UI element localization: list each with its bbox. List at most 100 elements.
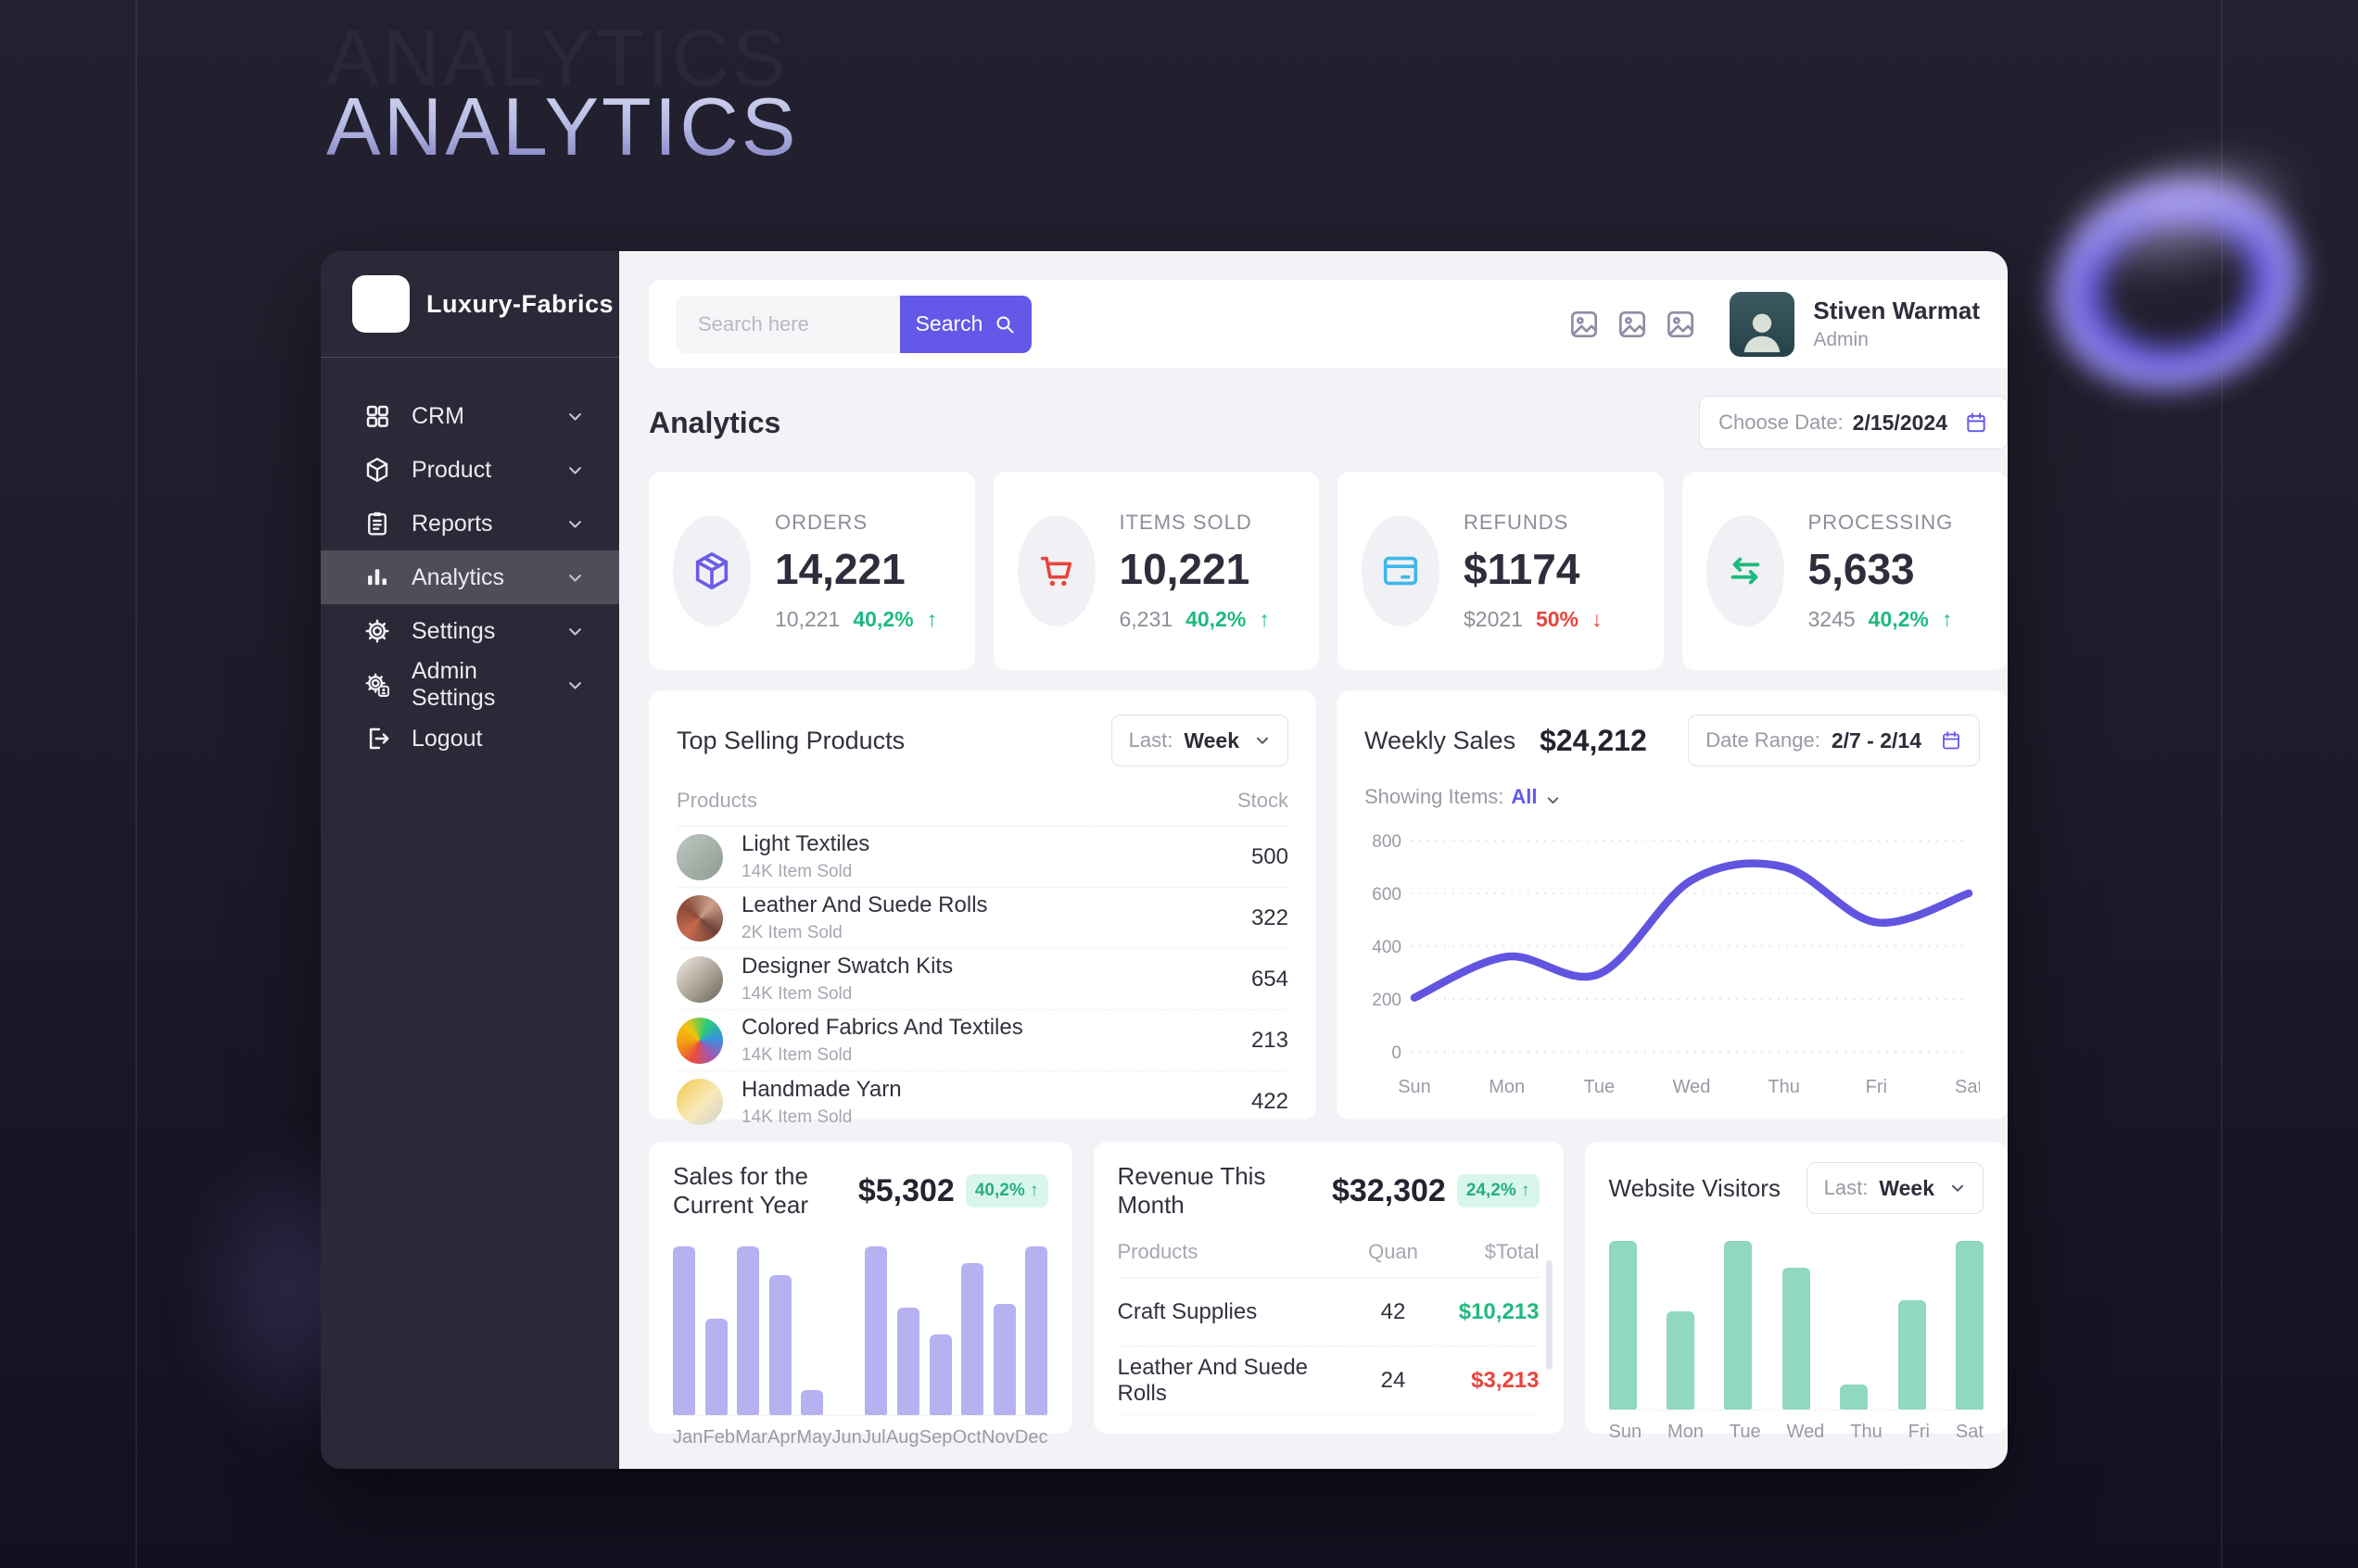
user-chip[interactable]: Stiven Warmat Admin (1730, 291, 1980, 357)
topbar-right: Stiven Warmat Admin (1553, 291, 1980, 357)
product-sold: 14K Item Sold (742, 862, 853, 881)
stat-label: PROCESSING (1807, 510, 1954, 534)
period-value: Week (1184, 727, 1239, 752)
y-tick-label: 600 (1372, 885, 1401, 904)
x-tick-label: Thu (1768, 1077, 1799, 1097)
top-selling-title: Top Selling Products (677, 726, 906, 754)
x-tick-label: Tue (1583, 1077, 1615, 1097)
chevron-down-icon (566, 462, 584, 479)
x-tick-label: Sun (1398, 1077, 1431, 1097)
product-row[interactable]: Designer Swatch Kits 14K Item Sold 654 (677, 949, 1288, 1010)
search-input[interactable] (676, 295, 900, 353)
chevron-down-icon (1254, 732, 1271, 749)
revenue-table-header: Products Quan $Total (1117, 1240, 1540, 1278)
image-placeholder-icon-3[interactable] (1663, 307, 1698, 342)
sidebar-item-product[interactable]: Product (321, 443, 619, 497)
sidebar-item-label: Product (412, 456, 492, 483)
choose-date-picker[interactable]: Choose Date: 2/15/2024 (1699, 396, 2008, 449)
stat-sub: 3245 40,2% ↑ (1808, 607, 1954, 632)
bar-jan (673, 1246, 695, 1415)
sales-year-x-labels: Jan Feb Mar Apr May Jun Jul Aug Sep Oct Nov Dec (673, 1427, 1048, 1448)
product-row[interactable]: Colored Fabrics And Textiles 14K Item Sol… (677, 1010, 1288, 1071)
stat-label: ITEMS SOLD (1119, 510, 1252, 534)
product-thumbnail (677, 1079, 723, 1125)
revenue-quan: 42 (1380, 1298, 1406, 1324)
product-sold: 2K Item Sold (742, 923, 843, 942)
x-tick-label: Jun (831, 1427, 862, 1448)
x-tick-label: Thu (1850, 1422, 1883, 1442)
background-title-group: ANALYTICS ANALYTICS (326, 13, 796, 172)
bar-aug (897, 1308, 920, 1415)
sidebar-item-settings[interactable]: Settings (321, 604, 619, 658)
image-placeholder-icon-2[interactable] (1615, 307, 1650, 342)
stat-card-orders: ORDERS 14,221 10,221 40,2% ↑ (649, 472, 975, 670)
x-tick-label: Jan (673, 1427, 704, 1448)
main-content: Search Stiven Warmat Admin Analytics (619, 251, 2008, 1469)
cart-icon (1017, 515, 1096, 626)
brand: Luxury-Fabrics (321, 251, 619, 333)
stat-card-processing: PROCESSING 5,633 3245 40,2% ↑ (1681, 472, 2008, 670)
bar-fri (1897, 1300, 1926, 1410)
showing-value: All (1511, 785, 1538, 808)
x-tick-label: Fri (1908, 1422, 1930, 1442)
page-header: Analytics Choose Date: 2/15/2024 (649, 396, 2008, 449)
x-tick-label: Sat (1955, 1422, 1984, 1442)
stat-card-refunds: REFUNDS $1174 $2021 50% ↓ (1337, 472, 1664, 670)
x-tick-label: Tue (1729, 1422, 1761, 1442)
product-row[interactable]: Leather And Suede Rolls 2K Item Sold 322 (677, 888, 1288, 949)
sidebar-item-label: Analytics (412, 563, 505, 590)
bar-tue (1724, 1241, 1753, 1410)
stat-sub-value: 3245 (1807, 606, 1856, 631)
showing-items-selector[interactable]: Showing Items: All (1364, 785, 1980, 809)
backdrop-guide-line-right (2221, 0, 2223, 1568)
bar-dec (1025, 1246, 1048, 1415)
chevron-down-icon (566, 408, 584, 425)
top-selling-period-dropdown[interactable]: Last: Week (1110, 714, 1288, 766)
revenue-product: Craft Supplies (1117, 1298, 1258, 1324)
sidebar-item-admin-settings[interactable]: Admin Settings (321, 658, 619, 712)
revenue-scrollbar[interactable] (1545, 1260, 1553, 1370)
x-tick-label: Mon (1667, 1422, 1704, 1442)
sidebar-item-reports[interactable]: Reports (321, 497, 619, 550)
visitors-period-dropdown[interactable]: Last: Week (1806, 1162, 1984, 1214)
search-button[interactable]: Search (900, 295, 1032, 353)
stat-sub: 10,221 40,2% ↑ (775, 607, 937, 632)
revenue-title: Revenue This Month (1117, 1162, 1266, 1219)
date-range-picker[interactable]: Date Range: 2/7 - 2/14 (1688, 714, 1980, 766)
product-row[interactable]: Light Textiles 14K Item Sold 500 (677, 827, 1288, 888)
x-tick-label: Dec (1014, 1427, 1048, 1448)
weekly-sales-line-chart: 800 600 400 200 0 Sun Mon Tue Wed Thu Fri Sat (1372, 832, 1983, 1097)
image-placeholder-icon-1[interactable] (1566, 307, 1602, 342)
bar-mon (1666, 1311, 1694, 1410)
sidebar-item-label: Logout (412, 725, 483, 752)
showing-label: Showing Items: (1364, 785, 1504, 808)
sales-year-card: Sales for the Current Year $5,302 40,2% … (649, 1142, 1072, 1448)
stat-label: REFUNDS (1464, 510, 1569, 534)
revenue-row[interactable]: Leather And Suede Rolls 24 $3,213 (1117, 1347, 1540, 1415)
calendar-icon (1964, 411, 1988, 435)
revenue-month-card: Revenue This Month $32,302 24,2% ↑ Produ… (1093, 1142, 1564, 1434)
revenue-total-value: $3,213 (1471, 1367, 1540, 1393)
weekly-sales-title: Weekly Sales (1364, 726, 1516, 754)
stat-down-arrow-icon: ↓ (1591, 606, 1603, 631)
product-stock: 654 (1250, 966, 1288, 992)
chevron-down-icon (566, 677, 584, 694)
stat-change: 40,2% (1868, 606, 1929, 631)
sidebar-item-logout[interactable]: Logout (321, 712, 619, 765)
product-row[interactable]: Handmade Yarn 14K Item Sold 422 (677, 1071, 1288, 1132)
bar-jul (865, 1246, 888, 1415)
visitors-title: Website Visitors (1608, 1173, 1781, 1202)
revenue-badge: 24,2% ↑ (1456, 1174, 1540, 1208)
topbar: Search Stiven Warmat Admin (649, 280, 2008, 368)
sidebar-item-crm[interactable]: CRM (321, 389, 619, 443)
stat-change: 40,2% (853, 606, 914, 631)
x-tick-label: Wed (1673, 1077, 1711, 1097)
sidebar-item-analytics[interactable]: Analytics (321, 550, 619, 604)
product-sold: 14K Item Sold (742, 1045, 853, 1065)
bar-sun (1608, 1241, 1637, 1410)
weekly-sales-total: $24,212 (1540, 723, 1647, 757)
product-stock: 322 (1250, 904, 1288, 930)
sidebar-menu: CRM Product Reports Analytics Settings Admin … (321, 389, 619, 765)
background-title: ANALYTICS (326, 81, 799, 172)
revenue-row[interactable]: Craft Supplies 42 $10,213 (1117, 1278, 1540, 1347)
